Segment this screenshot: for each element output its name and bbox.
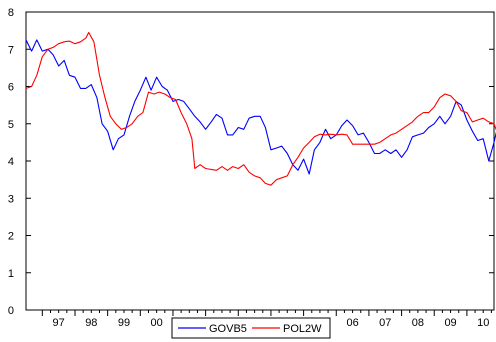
y-tick-label: 0 [8, 305, 14, 317]
y-tick-label: 7 [8, 44, 14, 56]
legend-box [171, 317, 331, 339]
series-line-govb5 [25, 39, 496, 175]
x-tick-label: 07 [379, 317, 391, 329]
y-tick-label: 5 [8, 119, 14, 131]
x-tick-label: 06 [346, 317, 358, 329]
y-tick-label: 1 [8, 268, 14, 280]
series-line-pol2w [25, 31, 496, 186]
series-layer [25, 31, 496, 186]
x-tick-label: 00 [151, 317, 163, 329]
x-tick-label: 98 [85, 317, 97, 329]
x-tick-label: 97 [53, 317, 65, 329]
legend-label-pol2w: POL2W [283, 323, 322, 335]
y-tick-label: 2 [8, 231, 14, 243]
legend: GOVB5 POL2W [171, 317, 331, 339]
y-tick-label: 4 [8, 156, 14, 168]
y-tick-label: 8 [8, 7, 14, 19]
x-tick-label: 08 [412, 317, 424, 329]
x-tick-label: 10 [477, 317, 489, 329]
y-axis: 0 1 2 3 4 5 6 7 8 [8, 7, 494, 317]
legend-label-govb5: GOVB5 [209, 323, 247, 335]
x-tick-label: 99 [118, 317, 130, 329]
y-tick-label: 3 [8, 193, 14, 205]
x-tick-label: 09 [444, 317, 456, 329]
y-tick-label: 6 [8, 82, 14, 94]
